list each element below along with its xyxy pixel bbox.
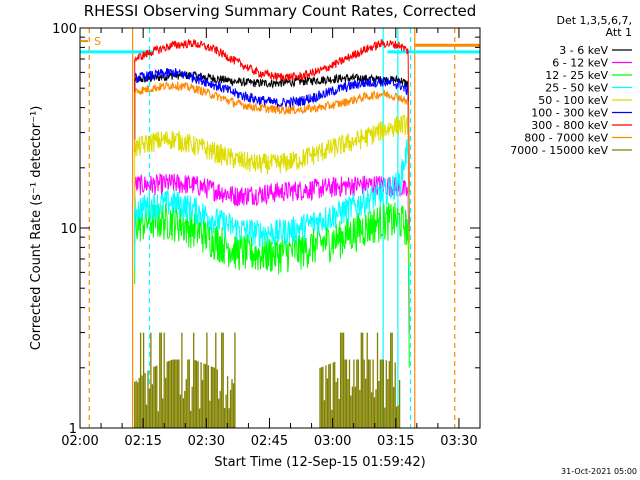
legend-label-12-25-kev: 12 - 25 keV xyxy=(545,69,608,82)
legend-header-line-1: Det 1,3,5,6,7, xyxy=(556,14,632,27)
x-tick-label: 02:15 xyxy=(124,434,161,449)
series-layer xyxy=(134,38,410,428)
series-path xyxy=(134,173,410,333)
y-tick-label: 100 xyxy=(52,22,77,37)
x-tick-label: 03:30 xyxy=(440,434,477,449)
legend-label-800-7000-kev: 800 - 7000 keV xyxy=(524,132,608,145)
series-path xyxy=(134,38,410,192)
chart-title: RHESSI Observing Summary Count Rates, Co… xyxy=(84,2,477,20)
legend-label-3-6-kev: 3 - 6 keV xyxy=(559,44,608,57)
legend-label-100-300-kev: 100 - 300 keV xyxy=(531,107,608,120)
flag-label: S xyxy=(94,35,101,48)
series-path xyxy=(134,67,410,232)
x-tick-label: 02:45 xyxy=(251,434,288,449)
series-path xyxy=(134,202,410,368)
x-tick-label: 02:00 xyxy=(61,434,98,449)
legend-label-50-100-kev: 50 - 100 keV xyxy=(538,94,608,107)
series-path xyxy=(134,139,410,285)
legend-label-6-12-kev: 6 - 12 keV xyxy=(552,57,608,70)
x-tick-label: 03:15 xyxy=(377,434,414,449)
legend-label-25-50-kev: 25 - 50 keV xyxy=(545,82,608,95)
x-axis: 02:00 02:15 02:30 02:45 03:00 03:15 03:30 xyxy=(61,28,478,449)
y-axis-label: Corrected Count Rate (s⁻¹ detector⁻¹) xyxy=(29,106,44,351)
series-50-100-kev xyxy=(134,114,410,265)
x-tick-label: 02:30 xyxy=(188,434,225,449)
series-path xyxy=(134,332,401,428)
x-axis-label: Start Time (12-Sep-15 01:59:42) xyxy=(214,455,425,470)
y-tick-label: 10 xyxy=(60,222,77,237)
x-tick-label: 03:00 xyxy=(314,434,351,449)
series-7000-15000-kev xyxy=(134,332,401,428)
legend-label-300-800-kev: 300 - 800 keV xyxy=(531,119,608,132)
series-300-800-kev xyxy=(134,38,410,192)
legend-header-line-2: Att 1 xyxy=(606,26,632,39)
series-800-7000-kev xyxy=(134,81,410,244)
series-path xyxy=(134,114,410,265)
y-tick-label: 1 xyxy=(69,422,77,437)
legend-label-7000-15000-kev: 7000 - 15000 keV xyxy=(510,144,608,157)
timestamp: 31-Oct-2021 05:00 xyxy=(561,467,637,476)
series-25-50-kev xyxy=(134,139,410,285)
series-path xyxy=(134,81,410,244)
y-axis: 1 10 100 xyxy=(52,22,480,437)
